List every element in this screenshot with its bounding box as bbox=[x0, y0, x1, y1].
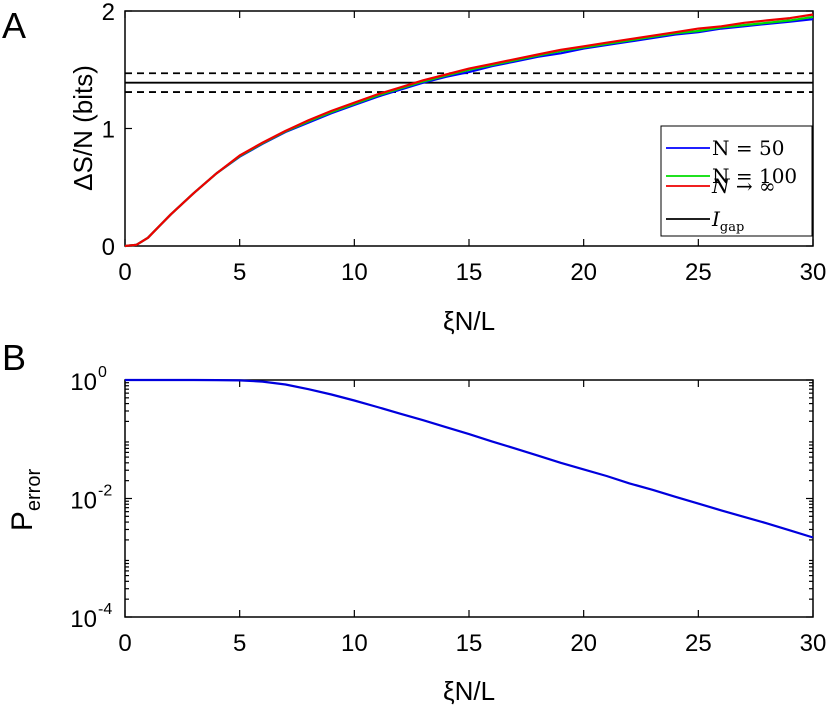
panel-a-x-axis-label: ξN/L bbox=[443, 306, 495, 336]
panel-b-y-tick-label: 10 bbox=[70, 369, 97, 396]
panel-label-a: A bbox=[2, 5, 26, 46]
legend-label-n50: N = 50 bbox=[712, 136, 784, 160]
panel-a-plot-area: 0 5 10 15 20 25 30 0 1 2 bbox=[102, 0, 827, 286]
panel-a-x-tick-label: 5 bbox=[233, 259, 246, 286]
panel-a-x-tick-label: 30 bbox=[800, 259, 827, 286]
panel-b-y-tick-label: 10 bbox=[70, 606, 97, 633]
perror-series-line bbox=[125, 378, 814, 539]
panel-b-x-tick-label: 25 bbox=[685, 630, 712, 657]
y-label-sub: error bbox=[23, 469, 45, 512]
legend-label-n100: N = 100 bbox=[712, 164, 797, 188]
legend-label-igap: Igap bbox=[711, 207, 744, 235]
panel-b-y-tick-exponent: 0 bbox=[98, 364, 107, 381]
panel-b-x-tick-label: 15 bbox=[456, 630, 483, 657]
panel-label-b: B bbox=[2, 337, 26, 378]
panel-a-x-tick-label: 10 bbox=[341, 259, 368, 286]
panel-a-x-tick-label: 25 bbox=[685, 259, 712, 286]
panel-b-x-tick-label: 0 bbox=[118, 630, 131, 657]
panel-b-x-tick-label: 5 bbox=[233, 630, 246, 657]
panel-b-y-tick-label: 10 bbox=[70, 488, 97, 515]
panel-a-y-tick-label: 0 bbox=[102, 234, 115, 261]
panel-a-x-tick-label: 20 bbox=[570, 259, 597, 286]
panel-b-x-tick-label: 10 bbox=[341, 630, 368, 657]
panel-a-y-tick-label: 2 bbox=[102, 0, 115, 26]
series-line-2 bbox=[124, 13, 814, 248]
legend-label-ninf: N → ∞ bbox=[711, 174, 776, 198]
panel-a-y-axis-label: ΔS/N (bits) bbox=[68, 65, 98, 191]
y-label-main: P bbox=[6, 511, 39, 531]
panel-a-y-tick-label: 1 bbox=[102, 117, 115, 144]
panel-b-y-tick-exponent: -4 bbox=[98, 601, 112, 618]
panel-a-x-tick-label: 15 bbox=[456, 259, 483, 286]
panel-b-x-tick-label: 30 bbox=[800, 630, 827, 657]
panel-a-legend: N = 50 N = 100 N → ∞ Igap bbox=[660, 125, 813, 237]
panel-b-x-axis-label: ξN/L bbox=[443, 676, 495, 706]
legend-box bbox=[660, 125, 813, 237]
panel-b-y-tick-exponent: -2 bbox=[98, 483, 112, 500]
panel-a: A 0 5 10 15 20 25 30 0 1 2 ξN/L ΔS/N (bits) N = 5… bbox=[2, 0, 826, 336]
panel-b-x-tick-label: 20 bbox=[570, 630, 597, 657]
panel-b-y-axis-label: Perror bbox=[6, 469, 45, 532]
panel-a-x-tick-label: 0 bbox=[118, 259, 131, 286]
panel-b-axes-frame bbox=[124, 379, 814, 618]
